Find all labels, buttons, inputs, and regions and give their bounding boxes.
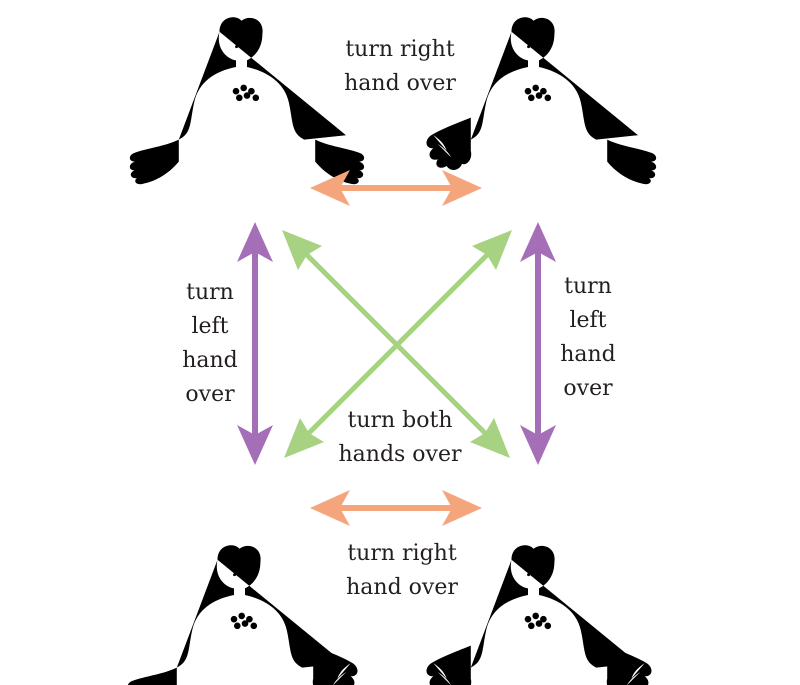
- label-top-right-hand-over: turn right hand over: [344, 37, 456, 96]
- label-bottom-right-hand-over: turn right hand over: [346, 541, 458, 600]
- arrow-horizontal-top: [310, 170, 482, 206]
- arrow-vertical-left: [237, 222, 273, 465]
- arrow-diagonal-ascending: [284, 230, 512, 458]
- label-turn-both-hands-over: turn both hands over: [338, 408, 462, 467]
- figure-bottom-left: [127, 545, 358, 685]
- figure-top-left: [129, 17, 365, 185]
- label-left-turn-left-hand-over: turn left hand over: [182, 280, 238, 407]
- arrow-horizontal-bottom: [310, 490, 482, 526]
- label-right-turn-left-hand-over: turn left hand over: [560, 274, 616, 401]
- arrow-vertical-right: [520, 222, 556, 465]
